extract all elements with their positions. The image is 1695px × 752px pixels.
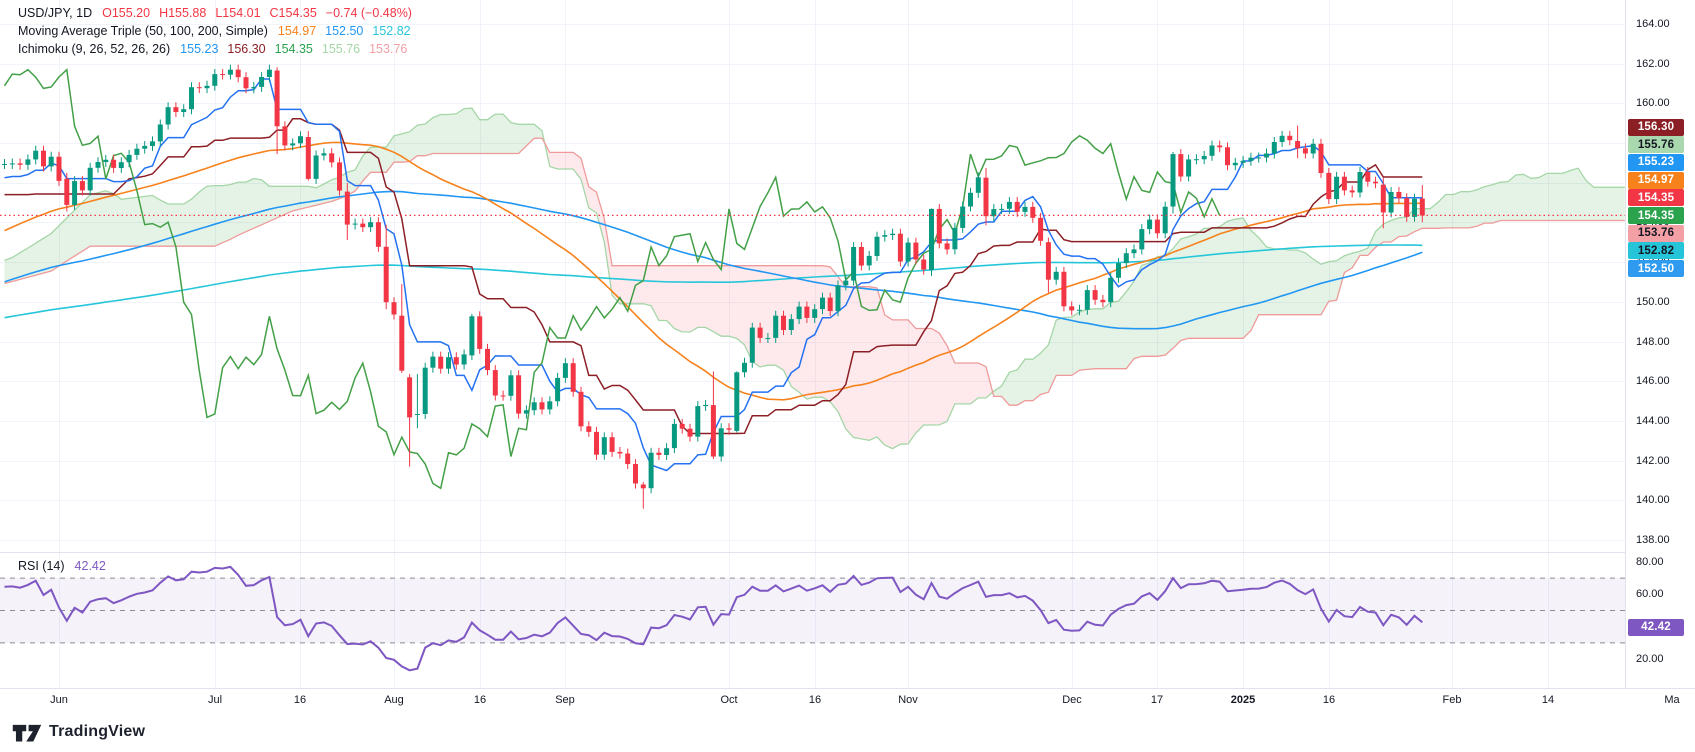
price-badge: 154.97 — [1628, 171, 1684, 189]
ma-200-line — [4, 244, 1423, 319]
time-tick-label: Nov — [898, 694, 918, 706]
time-tick-label: Ma — [1664, 694, 1680, 706]
symbol-title: USD/JPY, 1D — [18, 6, 93, 20]
grid — [0, 0, 1626, 688]
time-tick-label: Sep — [555, 694, 575, 706]
price-tick-label: 162.00 — [1636, 57, 1670, 70]
price-tick-label: 148.00 — [1636, 335, 1670, 348]
rsi-legend-row[interactable]: RSI (14) 42.42 — [18, 558, 106, 574]
legend-ma-row[interactable]: Moving Average Triple (50, 100, 200, Sim… — [18, 22, 421, 40]
rsi-title: RSI (14) — [18, 559, 65, 573]
ichimoku-value: 153.76 — [369, 42, 408, 56]
price-badge: 152.50 — [1628, 260, 1684, 278]
price-tick-label: 160.00 — [1636, 97, 1670, 110]
time-tick-label: Feb — [1442, 694, 1462, 706]
candles-group — [2, 64, 1425, 509]
time-tick-label: 2025 — [1230, 694, 1256, 706]
ohlc-value: C154.35 — [269, 6, 317, 20]
time-tick-label: 16 — [1322, 694, 1336, 706]
ohlc-values: O155.20 H155.88 L154.01 C154.35 −0.74 (−0.48… — [102, 6, 421, 20]
time-axis[interactable]: Jun Jul 16 Aug 16 Sep Oct 16 Nov Dec 17 2025 16 Feb 14… — [0, 688, 1695, 713]
price-badge: 155.76 — [1628, 136, 1684, 154]
ichimoku-values: 155.23 156.30 154.35 155.76 153.76 — [180, 42, 416, 56]
price-tick-label: 146.00 — [1636, 375, 1670, 388]
rsi-value-badge: 42.42 — [1628, 618, 1684, 636]
rsi-tick-label: 20.00 — [1636, 653, 1664, 666]
price-tick-label: 138.00 — [1636, 534, 1670, 547]
price-badge: 153.76 — [1628, 224, 1684, 242]
ohlc-value: H155.88 — [159, 6, 207, 20]
tradingview-logo-icon — [12, 724, 42, 742]
ma-value: 154.97 — [277, 24, 317, 38]
price-tick-label: 164.00 — [1636, 17, 1670, 30]
tradingview-logo[interactable]: TradingView — [12, 720, 145, 744]
rsi-pane[interactable] — [0, 565, 1626, 672]
rsi-line — [4, 565, 1423, 672]
time-tick-label: 16 — [293, 694, 307, 706]
rsi-tick-label: 80.00 — [1636, 555, 1664, 568]
price-axis[interactable]: 164.00162.00160.00158.00156.00154.00152.… — [1626, 0, 1695, 712]
price-badge: 154.35 — [1628, 207, 1684, 224]
price-tick-label: 144.00 — [1636, 414, 1670, 427]
price-tick-label: 140.00 — [1636, 494, 1670, 507]
price-badge: 154.35 — [1628, 189, 1684, 207]
ma-title: Moving Average Triple (50, 100, 200, Sim… — [18, 24, 268, 38]
ma-value: 152.82 — [372, 24, 411, 38]
price-tick-label: 142.00 — [1636, 454, 1670, 467]
ichimoku-title: Ichimoku (9, 26, 52, 26, 26) — [18, 42, 171, 56]
ma-value: 152.50 — [325, 24, 364, 38]
time-tick-label: Jun — [50, 694, 68, 706]
price-badge: 152.82 — [1628, 242, 1684, 260]
time-tick-label: 16 — [473, 694, 487, 706]
price-tick-label: 150.00 — [1636, 295, 1670, 308]
footer: TradingView — [0, 712, 1695, 752]
senkou-span-a-line — [4, 107, 1625, 450]
ichimoku-value: 155.76 — [321, 42, 361, 56]
legend-ichimoku-row[interactable]: Ichimoku (9, 26, 52, 26, 26) 155.23 156.3… — [18, 40, 421, 58]
rsi-value: 42.42 — [74, 559, 106, 573]
time-tick-label: 16 — [808, 694, 822, 706]
time-tick-label: Oct — [720, 694, 738, 706]
price-badge: 155.23 — [1628, 153, 1684, 171]
time-tick-label: Aug — [384, 694, 404, 706]
indicator-legend: USD/JPY, 1D O155.20 H155.88 L154.01 C154.35… — [18, 4, 421, 58]
price-badge: 156.30 — [1628, 118, 1684, 136]
time-tick-label: 14 — [1541, 694, 1555, 706]
ohlc-value: L154.01 — [215, 6, 261, 20]
tradingview-logo-text: TradingView — [49, 723, 146, 740]
time-tick-label: Jul — [207, 694, 223, 706]
senkou-span-b-line — [4, 137, 1625, 406]
rsi-tick-label: 60.00 — [1636, 588, 1664, 601]
ma-values: 154.97 152.50 152.82 — [278, 24, 420, 38]
ichimoku-value: 155.23 — [180, 42, 219, 56]
ichimoku-value: 156.30 — [227, 42, 266, 56]
ohlc-value: −0.74 (−0.48%) — [325, 6, 412, 20]
legend-symbol-row[interactable]: USD/JPY, 1D O155.20 H155.88 L154.01 C154.35… — [18, 4, 421, 22]
chikou-line — [3, 68, 1221, 490]
time-tick-label: 17 — [1150, 694, 1164, 706]
price-pane[interactable] — [0, 64, 1626, 509]
ohlc-value: O155.20 — [102, 6, 151, 20]
ichimoku-value: 154.35 — [274, 42, 313, 56]
time-tick-label: Dec — [1062, 694, 1082, 706]
